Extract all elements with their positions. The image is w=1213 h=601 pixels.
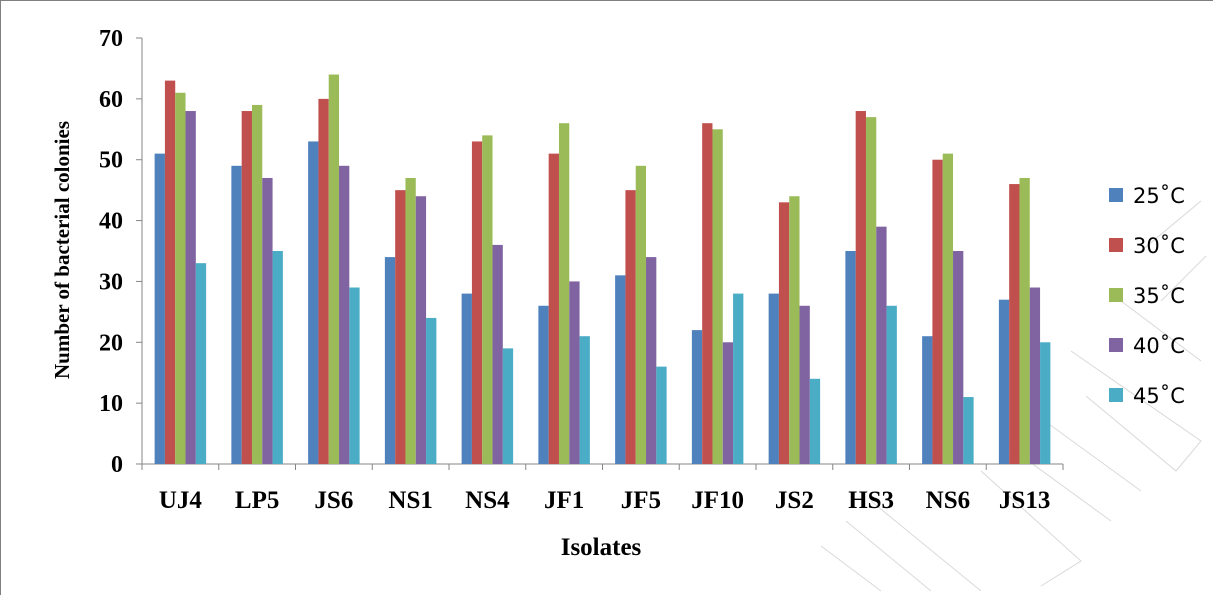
bar — [1029, 287, 1041, 464]
legend-label: 30˚C — [1133, 234, 1185, 258]
bar — [548, 153, 559, 464]
y-axis-title: Number of bacterial colonies — [50, 121, 74, 379]
bar — [855, 111, 866, 465]
y-tick-label: 20 — [99, 330, 123, 356]
bar — [185, 111, 196, 465]
bar — [712, 129, 723, 465]
bar — [691, 330, 703, 464]
legend-swatch — [1109, 338, 1123, 352]
x-tick-label: UJ4 — [159, 487, 203, 514]
bar — [625, 190, 636, 464]
bar — [241, 111, 252, 465]
y-tick-label: 30 — [99, 269, 123, 295]
bar — [175, 92, 186, 465]
x-tick-label: JS6 — [314, 487, 353, 514]
bar — [1019, 177, 1030, 464]
y-tick-label: 70 — [99, 26, 123, 52]
bar — [482, 135, 493, 464]
legend-swatch — [1109, 188, 1123, 202]
bar — [865, 117, 877, 464]
bar — [154, 153, 165, 464]
bar — [461, 293, 472, 464]
bar — [963, 397, 974, 464]
bar — [1009, 184, 1020, 465]
bar — [799, 305, 810, 464]
bar — [502, 348, 514, 464]
x-tick-label: JS2 — [775, 487, 814, 514]
legend-swatch — [1109, 388, 1123, 402]
bar — [768, 293, 779, 464]
y-tick-label: 50 — [99, 148, 123, 174]
bar — [384, 257, 396, 464]
x-tick-label: JF1 — [544, 487, 584, 514]
y-tick-label: 10 — [99, 391, 123, 417]
bar — [395, 190, 406, 464]
legend-swatch — [1109, 238, 1123, 252]
bar — [318, 98, 329, 464]
bar — [845, 251, 856, 464]
bar — [492, 244, 503, 464]
bar — [251, 104, 263, 464]
bar — [1040, 342, 1051, 464]
bar — [195, 263, 207, 464]
bar — [922, 336, 933, 464]
legend-label: 35˚C — [1133, 284, 1185, 308]
bar — [262, 177, 273, 464]
bar — [809, 378, 821, 464]
bar — [558, 123, 570, 464]
y-tick-label: 60 — [99, 87, 123, 113]
bar — [538, 305, 549, 464]
bar — [471, 141, 483, 464]
x-tick-label: JS13 — [999, 487, 1050, 514]
bar — [308, 141, 319, 464]
bar — [405, 177, 416, 464]
x-tick-label: JF10 — [691, 487, 744, 514]
bar — [932, 159, 943, 464]
bar — [789, 196, 800, 464]
bar — [426, 317, 437, 464]
bar — [953, 251, 964, 464]
x-tick-label: NS6 — [926, 487, 970, 514]
bar — [886, 305, 897, 464]
x-tick-label: NS4 — [465, 487, 510, 514]
bar — [164, 80, 176, 464]
bar — [942, 153, 954, 464]
x-axis-title: Isolates — [561, 534, 642, 561]
bar — [702, 123, 713, 464]
bar — [349, 287, 360, 464]
x-tick-label: LP5 — [235, 487, 279, 514]
bar — [722, 342, 734, 464]
x-tick-label: NS1 — [388, 487, 432, 514]
legend-label: 45˚C — [1133, 384, 1185, 408]
bars — [154, 74, 1051, 465]
bar — [579, 336, 590, 464]
y-tick-label: 0 — [111, 452, 123, 478]
y-tick-label: 40 — [99, 209, 123, 235]
bar — [656, 366, 667, 464]
legend-label: 40˚C — [1133, 334, 1185, 358]
axes: 0 10 20 30 40 50 60 70 UJ4 LP5 JS6 NS1 NS4 JF1 JF5 JF10… — [99, 26, 1064, 514]
bar — [876, 226, 887, 464]
bar — [635, 165, 647, 465]
bar — [733, 293, 744, 464]
axis-labels: Number of bacterial colonies Isolates — [50, 121, 642, 561]
bar — [231, 165, 242, 465]
bar — [415, 196, 427, 464]
bar — [646, 257, 657, 464]
legend: 25˚C 30˚C 35˚C 40˚C 45˚C — [1109, 184, 1185, 408]
x-tick-label: JF5 — [621, 487, 661, 514]
bar — [339, 165, 350, 465]
x-tick-label: HS3 — [848, 487, 894, 514]
legend-swatch — [1109, 288, 1123, 302]
bar — [615, 275, 626, 464]
bar — [998, 299, 1010, 464]
bar — [328, 74, 340, 464]
bar — [272, 251, 283, 464]
legend-label: 25˚C — [1133, 184, 1185, 208]
bar — [569, 281, 580, 464]
bar — [778, 202, 790, 465]
